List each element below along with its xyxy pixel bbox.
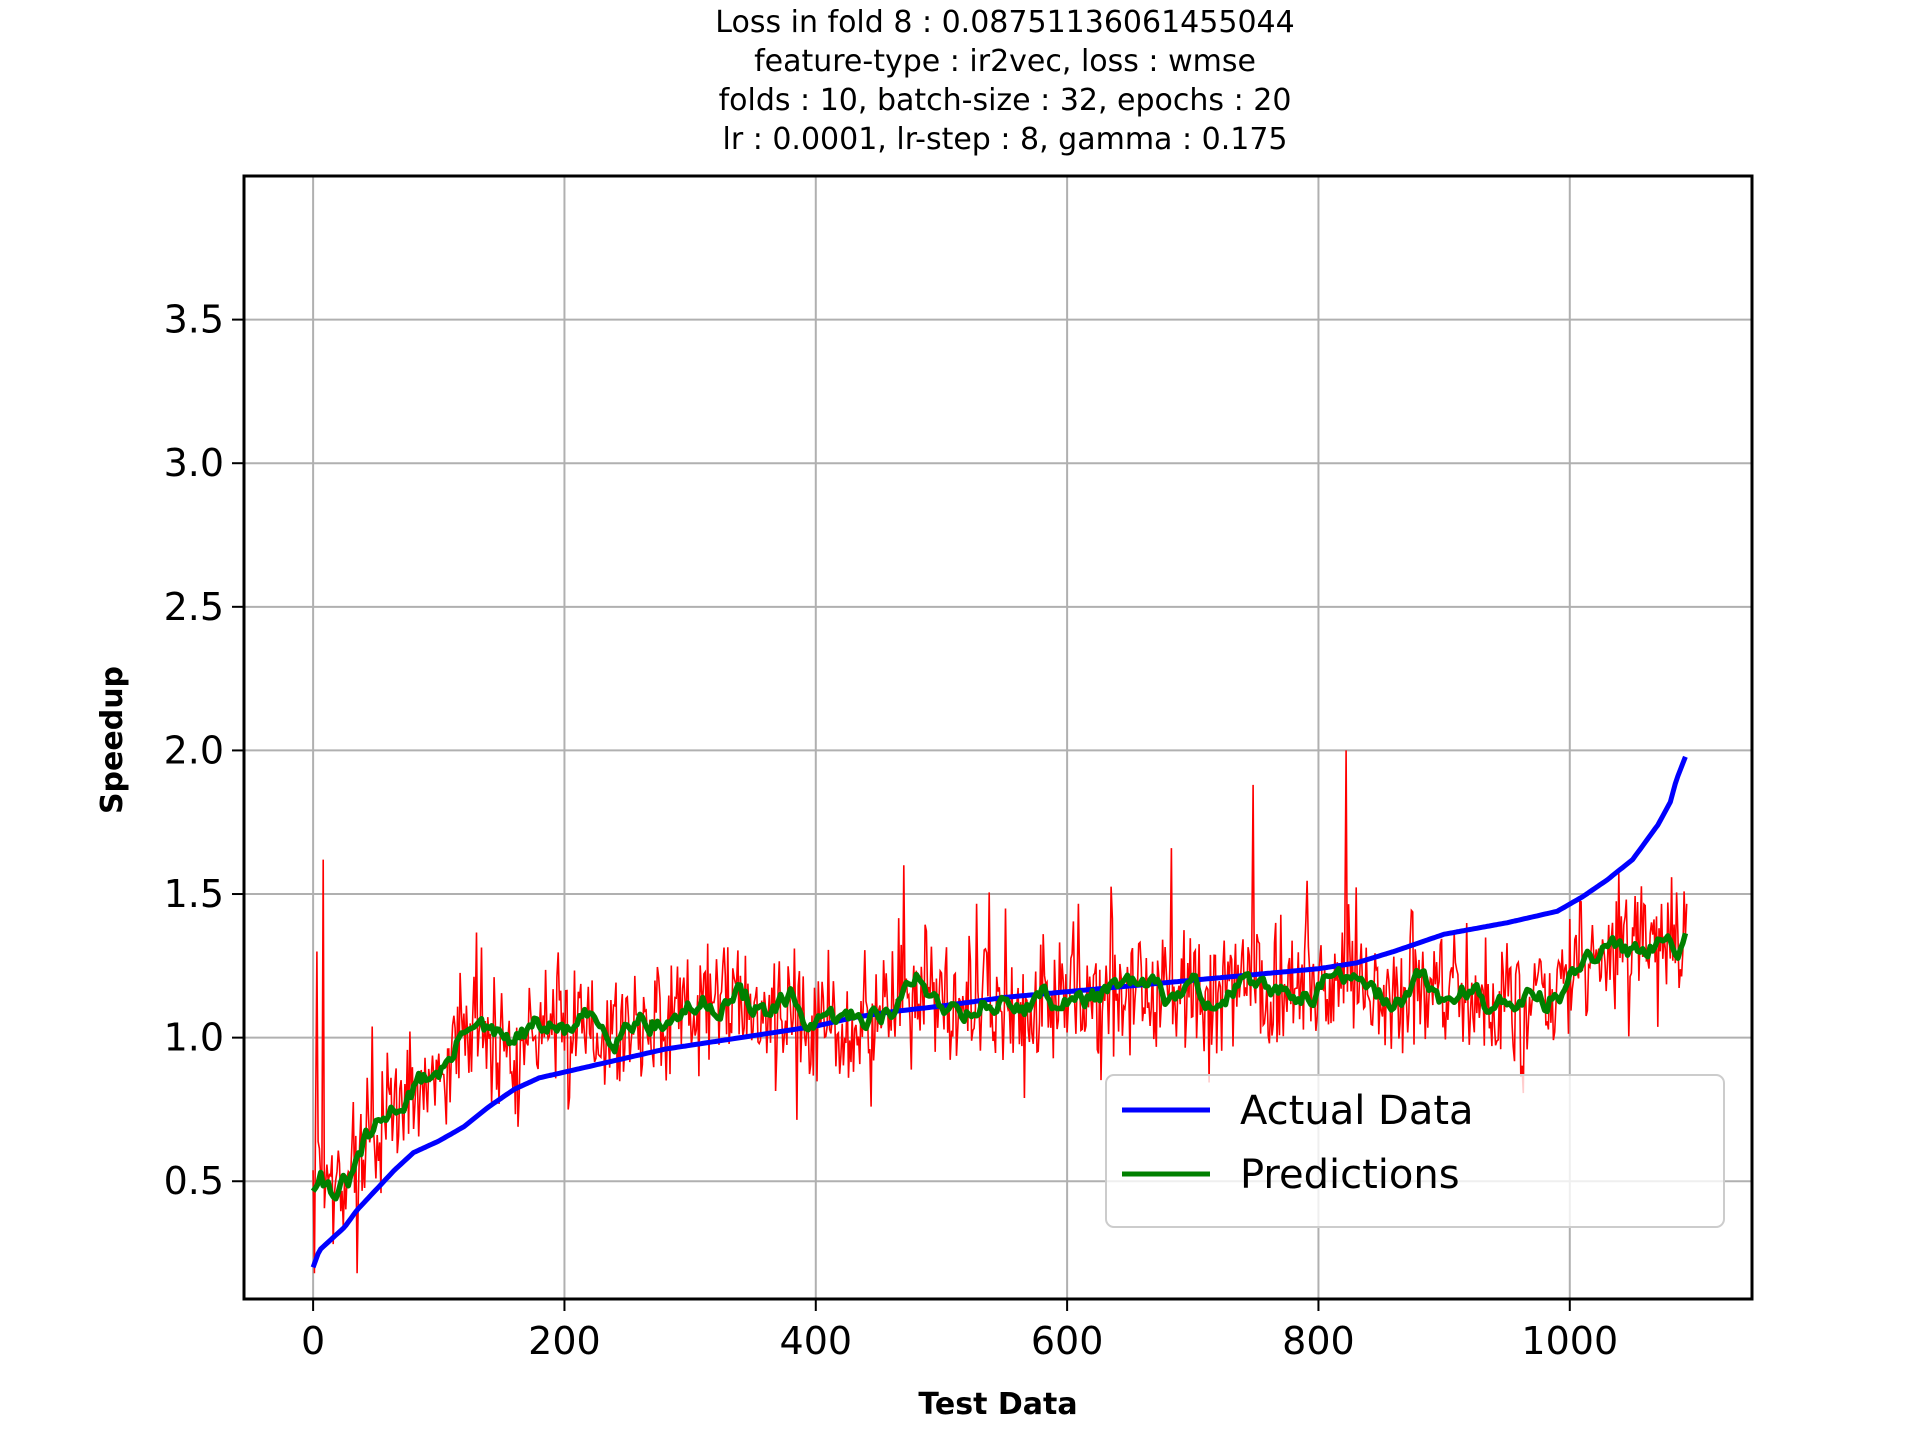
x-axis-ticks: 0 200 400 600 800 1000 bbox=[301, 1299, 1618, 1363]
legend-box bbox=[1105, 1074, 1725, 1228]
x-tick-label: 800 bbox=[1282, 1319, 1355, 1363]
chart-title-line: lr : 0.0001, lr-step : 8, gamma : 0.175 bbox=[722, 122, 1287, 157]
x-tick-label: 400 bbox=[780, 1319, 853, 1363]
x-axis-label: Test Data bbox=[918, 1387, 1077, 1422]
axes-frame bbox=[242, 174, 1754, 1301]
x-tick-label: 1000 bbox=[1521, 1319, 1618, 1363]
grid-lines bbox=[244, 176, 1752, 1299]
y-tick-label: 1.5 bbox=[164, 872, 224, 916]
legend-label: Actual Data bbox=[1240, 1088, 1474, 1134]
series-predictions-line bbox=[310, 932, 1689, 1202]
y-tick-label: 3.0 bbox=[164, 441, 224, 485]
y-axis-label: Speedup bbox=[95, 666, 130, 814]
y-tick-label: 2.5 bbox=[164, 585, 224, 629]
legend: Actual Data Predictions bbox=[1105, 1074, 1725, 1228]
chart-title-line: folds : 10, batch-size : 32, epochs : 20 bbox=[719, 83, 1292, 118]
legend-label: Predictions bbox=[1240, 1152, 1460, 1198]
chart-title: Loss in fold 8 : 0.08751136061455044 feat… bbox=[715, 5, 1294, 157]
y-tick-label: 1.0 bbox=[164, 1016, 224, 1060]
x-tick-label: 600 bbox=[1031, 1319, 1104, 1363]
y-axis-ticks: 0.5 1.0 1.5 2.0 2.5 3.0 3.5 bbox=[164, 298, 244, 1203]
x-tick-label: 0 bbox=[301, 1319, 325, 1363]
y-tick-label: 2.0 bbox=[164, 728, 224, 772]
plot-area bbox=[310, 750, 1689, 1274]
y-tick-label: 3.5 bbox=[164, 298, 224, 342]
chart-title-line: Loss in fold 8 : 0.08751136061455044 bbox=[715, 5, 1294, 40]
chart-title-line: feature-type : ir2vec, loss : wmse bbox=[754, 44, 1256, 79]
y-tick-label: 0.5 bbox=[164, 1159, 224, 1203]
x-tick-label: 200 bbox=[528, 1319, 601, 1363]
